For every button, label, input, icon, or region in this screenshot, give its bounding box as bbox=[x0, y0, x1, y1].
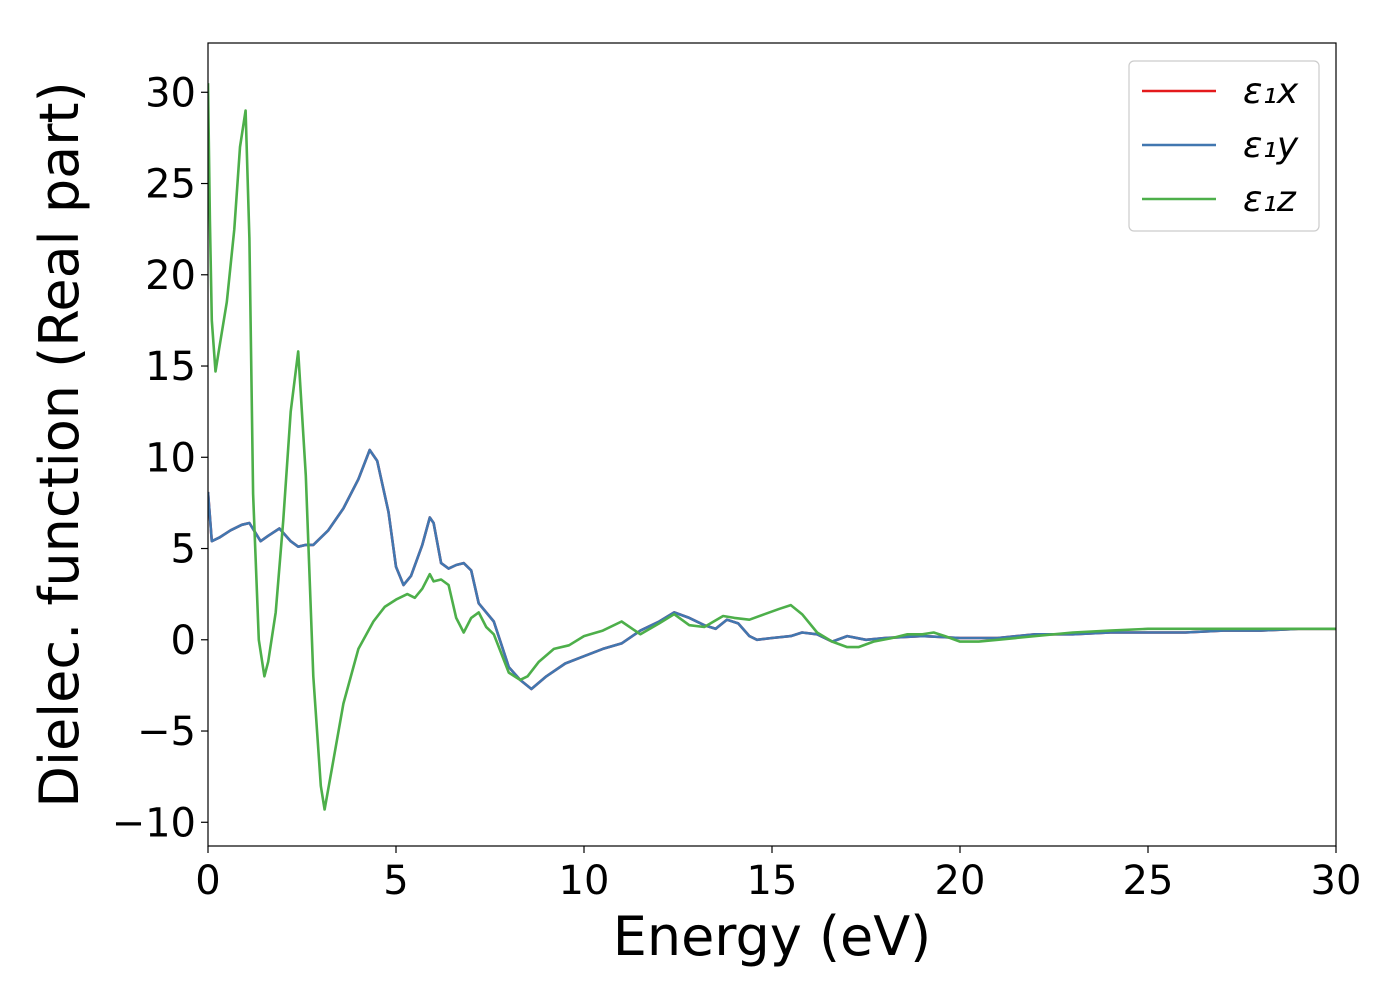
y-tick-label: 20 bbox=[145, 253, 196, 299]
x-axis-ticks: 0 5 10 15 20 25 30 bbox=[195, 846, 1361, 904]
y-axis-ticks: −10 −5 0 5 10 15 20 25 30 bbox=[112, 70, 208, 846]
legend-label-1: ε₁x bbox=[1243, 71, 1299, 112]
legend-label-3: ε₁z bbox=[1243, 179, 1297, 220]
series-line-1 bbox=[208, 448, 1336, 691]
x-tick-label: 30 bbox=[1311, 858, 1362, 904]
series-layer bbox=[208, 83, 1336, 811]
y-tick-label: 0 bbox=[171, 618, 196, 664]
y-tick-label: 10 bbox=[145, 435, 196, 481]
x-tick-label: 10 bbox=[559, 858, 610, 904]
y-tick-label: 25 bbox=[145, 162, 196, 208]
x-tick-label: 0 bbox=[195, 858, 220, 904]
x-axis-label: Energy (eV) bbox=[613, 905, 932, 968]
y-axis-label: Dielec. function (Real part) bbox=[28, 81, 91, 807]
x-tick-label: 5 bbox=[383, 858, 408, 904]
y-tick-label: 30 bbox=[145, 70, 196, 116]
legend-box bbox=[1128, 60, 1320, 232]
y-tick-label: 15 bbox=[145, 344, 196, 390]
legend-label-2: ε₁y bbox=[1243, 125, 1299, 166]
legend: ε₁x ε₁y ε₁z bbox=[1128, 60, 1320, 232]
series-line-2 bbox=[208, 448, 1336, 691]
x-tick-label: 20 bbox=[935, 858, 986, 904]
y-tick-label: 5 bbox=[171, 527, 196, 573]
y-tick-label: −10 bbox=[112, 800, 196, 846]
x-tick-label: 25 bbox=[1123, 858, 1174, 904]
series-line-3 bbox=[208, 83, 1336, 811]
x-tick-label: 15 bbox=[747, 858, 798, 904]
y-tick-label: −5 bbox=[137, 709, 196, 755]
